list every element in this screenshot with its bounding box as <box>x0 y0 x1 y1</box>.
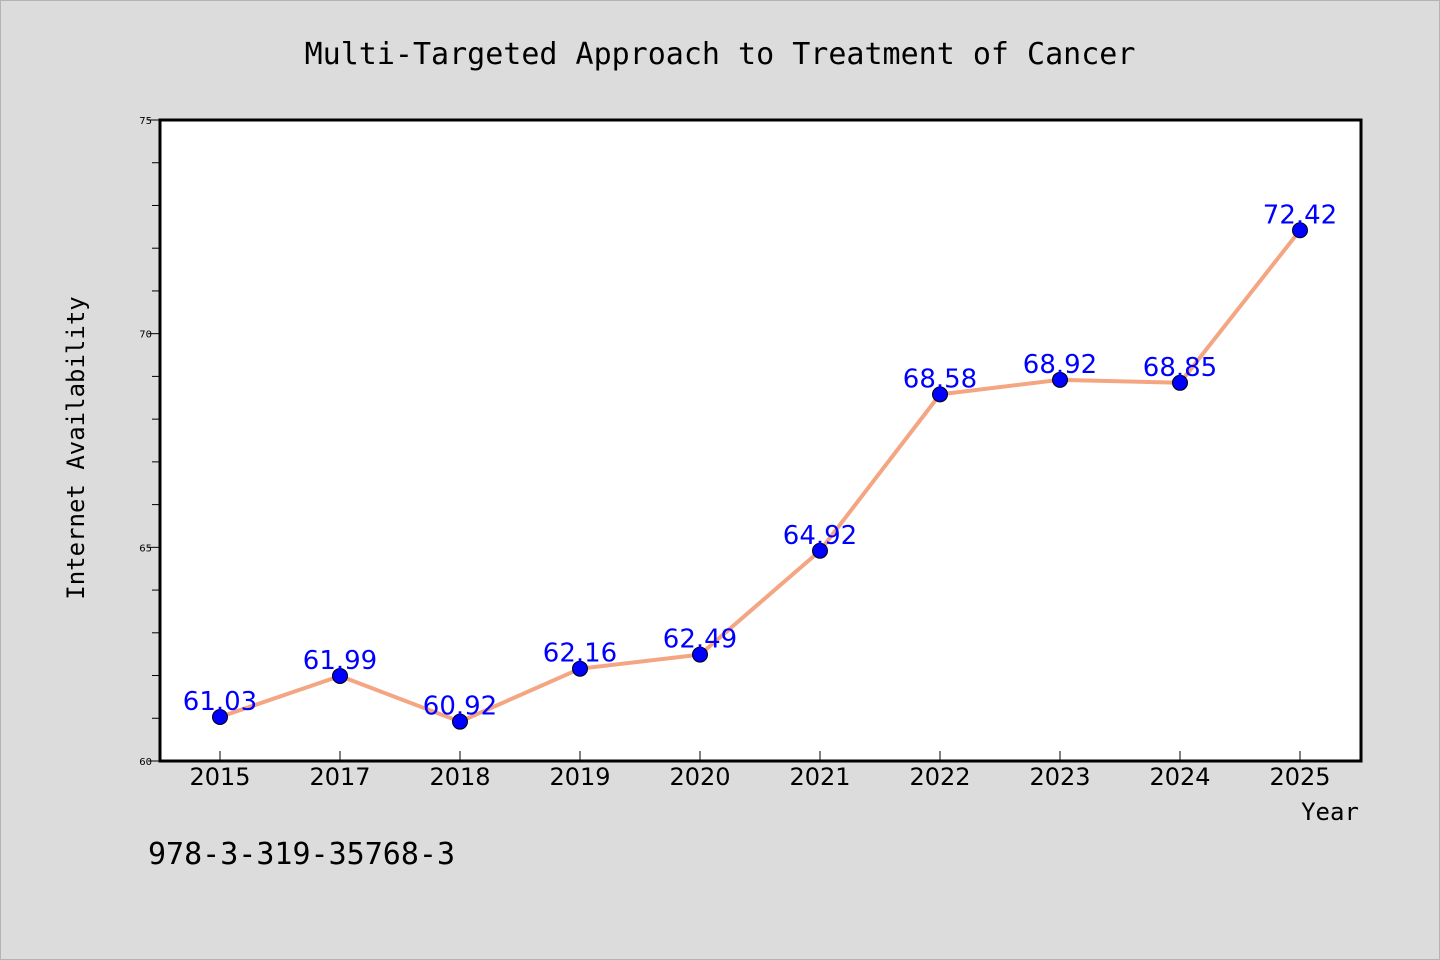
data-label: 61.99 <box>303 646 377 676</box>
x-tick-label: 2022 <box>909 763 970 791</box>
data-point <box>1292 222 1308 239</box>
y-tick-label: 70 <box>139 330 152 341</box>
x-tick-label: 2017 <box>309 763 370 791</box>
y-tick-label: 65 <box>139 543 152 554</box>
data-label: 61.03 <box>183 687 257 717</box>
chart-title: Multi-Targeted Approach to Treatment of … <box>305 37 1136 72</box>
data-point <box>812 542 828 559</box>
x-tick-label: 2023 <box>1029 763 1090 791</box>
series-markers <box>212 222 1308 730</box>
x-tick-label: 2024 <box>1149 763 1210 791</box>
x-tick-label: 2019 <box>549 763 610 791</box>
x-tick-label: 2021 <box>789 763 850 791</box>
isbn-annotation: 978-3-319-35768-3 <box>148 837 455 872</box>
x-axis-label: Year <box>1301 798 1359 826</box>
plot-area <box>158 118 1363 763</box>
data-label: 68.58 <box>903 364 977 394</box>
x-axis: 2015 2017 2018 2019 2020 2021 2022 2023 2024 2025 <box>189 751 1331 791</box>
y-tick-label: 60 <box>139 757 152 768</box>
x-tick-label: 2018 <box>429 763 490 791</box>
x-tick-label: 2025 <box>1269 763 1330 791</box>
x-tick-label: 2015 <box>189 763 250 791</box>
data-point <box>1052 371 1068 388</box>
data-label: 62.49 <box>663 625 737 655</box>
data-point <box>212 708 228 725</box>
data-point <box>332 667 348 684</box>
data-label: 60.92 <box>423 692 497 722</box>
data-labels: 61.03 61.99 60.92 62.16 62.49 64.92 68.58 68.92… <box>183 200 1337 721</box>
data-point <box>572 660 588 677</box>
y-axis: 60 65 70 75 <box>139 116 160 768</box>
data-point <box>692 646 708 663</box>
data-point <box>452 713 468 730</box>
data-point <box>1172 374 1188 391</box>
data-label: 68.85 <box>1143 353 1217 383</box>
series-line <box>218 228 1302 724</box>
y-axis-label: Internet Availability <box>62 296 90 599</box>
data-label: 68.92 <box>1023 350 1097 380</box>
data-label: 72.42 <box>1263 200 1337 230</box>
x-tick-label: 2020 <box>669 763 730 791</box>
data-point <box>932 386 948 403</box>
data-label: 64.92 <box>783 521 857 551</box>
data-label: 62.16 <box>543 639 617 669</box>
y-tick-label: 75 <box>139 116 152 127</box>
